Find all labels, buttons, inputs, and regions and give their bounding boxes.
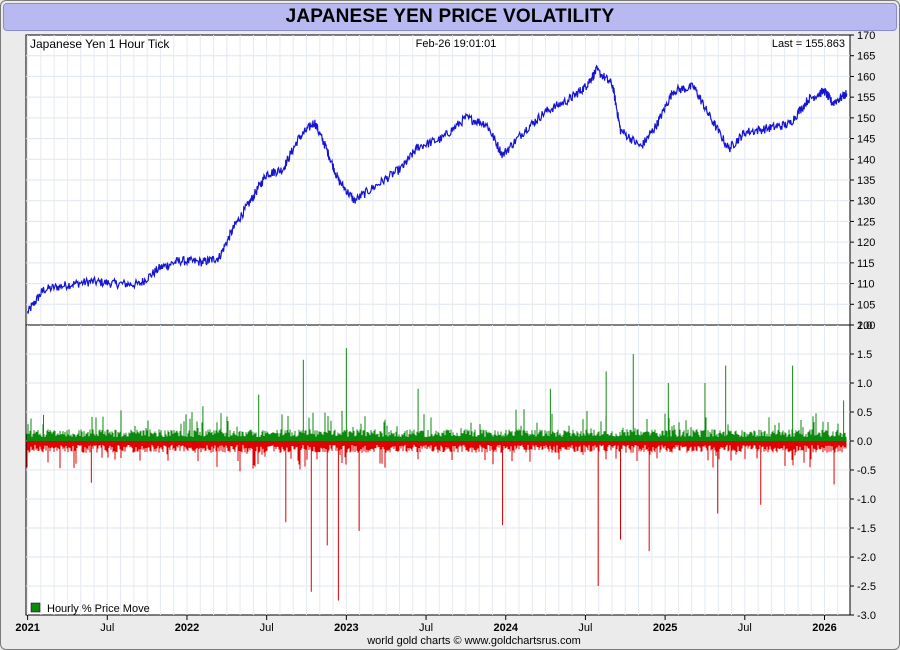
price-y-tick-label: 130 — [857, 196, 875, 208]
volatility-y-axis: 2.0 1.5 1.0 0.5 0.0 -0.5 -1.0 -1.5 -2.0 -2.5 -3.0 — [850, 320, 876, 622]
price-series-line — [27, 64, 848, 314]
x-tick-label: 2025 — [653, 622, 677, 634]
price-y-tick-label: 160 — [857, 71, 875, 83]
footer-credit: world gold charts © www.goldchartsrus.co… — [366, 635, 581, 647]
x-tick-label: Jul — [419, 622, 433, 634]
price-y-tick-label: 110 — [857, 279, 875, 291]
price-y-tick-label: 150 — [857, 113, 875, 125]
x-tick-label: Jul — [738, 622, 752, 634]
price-y-tick-label: 170 — [857, 30, 875, 42]
volatility-y-tick-label: -3.0 — [857, 610, 876, 622]
volatility-y-tick-label: -2.5 — [857, 581, 876, 593]
price-grid — [26, 35, 850, 325]
price-y-tick-label: 120 — [857, 237, 875, 249]
x-tick-label: Jul — [578, 622, 592, 634]
price-y-axis: 170 165 160 155 150 145 140 135 130 125 120 115 110 1… — [850, 30, 875, 332]
price-y-tick-label: 125 — [857, 216, 875, 228]
series-caption: Japanese Yen 1 Hour Tick — [30, 37, 170, 51]
timestamp-label: Feb-26 19:01:01 — [416, 38, 497, 50]
volatility-y-tick-label: -1.5 — [857, 523, 876, 535]
volatility-grid — [26, 325, 850, 615]
x-tick-label: 2022 — [175, 622, 199, 634]
volatility-y-tick-label: -0.5 — [857, 465, 876, 477]
volatility-y-tick-label: 1.5 — [857, 349, 872, 361]
top-panel: Japanese Yen 1 Hour Tick Feb-26 19:01:01… — [25, 30, 875, 332]
volatility-y-tick-label: -1.0 — [857, 494, 876, 506]
volatility-y-tick-label: 2.0 — [857, 320, 872, 332]
volatility-y-tick-label: 0.5 — [857, 407, 872, 419]
x-tick-label: 2023 — [334, 622, 358, 634]
price-y-tick-label: 115 — [857, 258, 875, 270]
x-tick-label: 2026 — [812, 622, 836, 634]
x-axis: 2021 Jul 2022 Jul 2023 Jul 2024 Jul 2025 Jul 2026 — [15, 615, 837, 634]
price-y-tick-label: 100 — [857, 320, 875, 332]
price-y-tick-label: 140 — [857, 154, 875, 166]
price-y-tick-label: 165 — [857, 51, 875, 63]
chart-title: JAPANESE YEN PRICE VOLATILITY — [285, 6, 615, 27]
price-y-tick-label: 145 — [857, 134, 875, 146]
volatility-bars — [26, 348, 847, 601]
title-bar: JAPANESE YEN PRICE VOLATILITY — [3, 3, 897, 31]
price-y-tick-label: 155 — [857, 92, 875, 104]
volatility-y-tick-label: -2.0 — [857, 552, 876, 564]
legend-label: Hourly % Price Move — [47, 603, 150, 615]
last-price-label: Last = 155.863 — [772, 38, 845, 50]
x-tick-label: 2024 — [493, 622, 518, 634]
price-y-tick-label: 105 — [857, 299, 875, 311]
x-tick-label: Jul — [260, 622, 274, 634]
legend-swatch — [30, 602, 41, 613]
volatility-y-tick-label: 0.0 — [857, 436, 872, 448]
x-tick-label: Jul — [100, 622, 114, 634]
volatility-y-tick-label: 1.0 — [857, 378, 872, 390]
bottom-panel: 2.01.51.00.50.0-0.5-1.0-1.5-2.0-2.5-3.0 … — [25, 320, 876, 622]
x-tick-label: 2021 — [15, 622, 39, 634]
price-y-tick-label: 135 — [857, 175, 875, 187]
